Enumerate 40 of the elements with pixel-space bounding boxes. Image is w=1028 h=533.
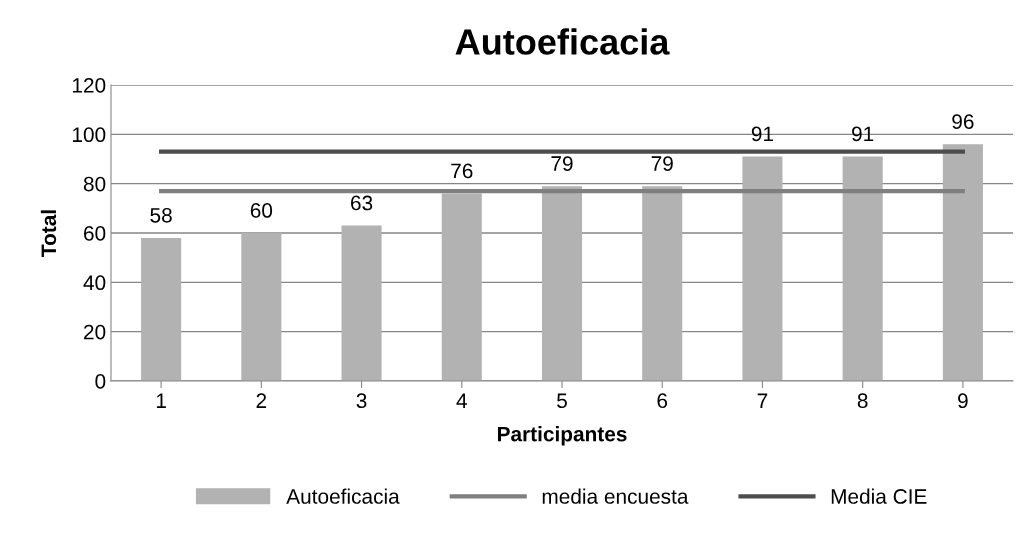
x-tick-label: 4 (456, 393, 467, 408)
x-tick-label: 8 (857, 393, 868, 409)
data-label: 63 (351, 195, 373, 211)
x-axis-title: Participantes (497, 426, 627, 446)
bar (241, 233, 282, 381)
y-tick-label: 100 (72, 127, 106, 143)
y-tick-label: 120 (72, 78, 106, 93)
x-tick-label: 9 (958, 393, 968, 409)
x-tick-label: 5 (557, 393, 567, 409)
data-label: 91 (852, 126, 874, 142)
bar (141, 237, 182, 381)
y-tick-label: 40 (83, 275, 106, 291)
data-label: 60 (250, 203, 273, 218)
bar (842, 156, 883, 381)
x-tick-label: 7 (757, 393, 768, 408)
data-label: 79 (651, 156, 673, 171)
x-tick-label: 1 (156, 393, 166, 408)
legend-label: Autoeficacia (286, 488, 400, 504)
x-tick-label: 6 (657, 393, 668, 409)
y-tick-label: 0 (95, 374, 106, 389)
data-label: 76 (451, 163, 473, 179)
bar (441, 193, 482, 381)
data-label: 91 (751, 126, 774, 142)
legend-label: Media CIE (831, 488, 927, 504)
data-label: 96 (952, 114, 974, 129)
chart-title: Autoeficacia (455, 28, 670, 55)
data-label: 58 (150, 207, 172, 223)
bar (942, 144, 983, 381)
y-axis-title: Total (40, 210, 57, 257)
bar (341, 225, 382, 381)
y-tick-label: 80 (83, 176, 106, 192)
bar (642, 186, 683, 381)
x-tick-label: 2 (256, 393, 267, 408)
bar (742, 156, 783, 381)
legend-label: media encuesta (542, 488, 689, 504)
x-tick-label: 3 (356, 393, 367, 409)
y-tick-label: 60 (84, 226, 106, 241)
y-tick-label: 20 (84, 324, 106, 340)
bar (541, 186, 583, 381)
data-label: 79 (551, 156, 573, 171)
